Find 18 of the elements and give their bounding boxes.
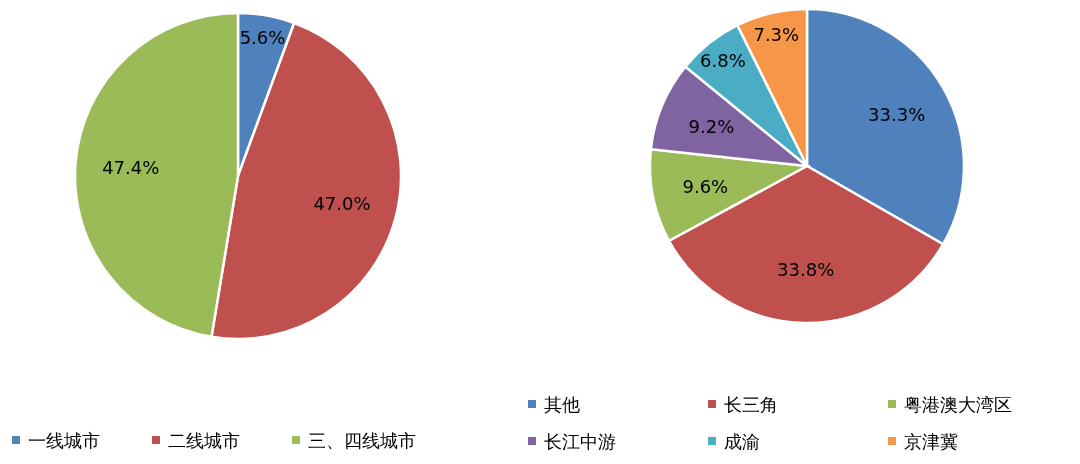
legend-label: 一线城市: [28, 429, 100, 451]
legend-label: 长江中游: [544, 430, 616, 452]
data-label: 47.0%: [313, 192, 371, 214]
legend-label: 粤港澳大湾区: [904, 393, 1012, 415]
data-label: 9.2%: [688, 115, 735, 137]
legend-label: 其他: [544, 393, 580, 415]
data-label: 33.3%: [868, 103, 926, 125]
legend-label: 三、四线城市: [308, 429, 416, 451]
legend-label: 成渝: [724, 430, 760, 452]
data-label: 9.6%: [682, 175, 729, 197]
data-label: 33.8%: [777, 259, 835, 281]
data-label: 47.4%: [102, 156, 160, 178]
data-label: 6.8%: [700, 49, 746, 71]
data-label: 5.6%: [239, 27, 286, 49]
legend-label: 京津冀: [904, 430, 958, 452]
legend-label: 长三角: [724, 393, 778, 415]
data-label: 7.3%: [753, 24, 800, 46]
legend-label: 二线城市: [168, 429, 240, 451]
